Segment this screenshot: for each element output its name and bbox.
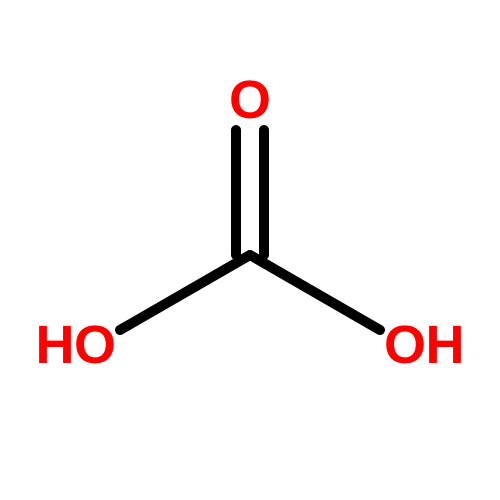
bond xyxy=(250,255,380,330)
bond xyxy=(120,255,250,330)
atom-label: O xyxy=(229,70,271,130)
atom-label: H xyxy=(36,315,75,375)
atom-label: H xyxy=(426,315,465,375)
atom-label: O xyxy=(74,315,116,375)
molecule-diagram: OHOOH xyxy=(0,0,500,500)
atom-label: O xyxy=(384,315,426,375)
